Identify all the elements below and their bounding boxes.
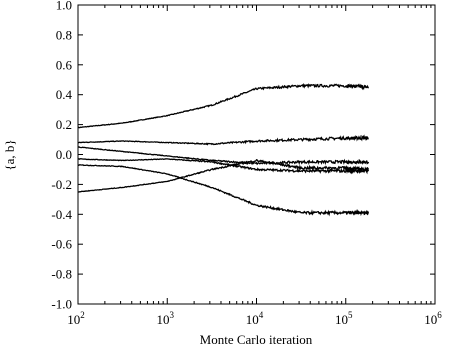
y-tick-label: 0.2 [56,117,72,132]
x-tick-label: 106 [424,310,442,327]
x-tick-exponent: 6 [437,310,442,320]
x-axis: 102 103 104 105 106 [67,5,442,327]
x-tick-label: 103 [157,310,175,327]
series-line-2 [77,134,369,146]
x-tick-label: 105 [335,310,353,327]
x-tick-label: 102 [67,310,85,327]
y-tick-label: -0.6 [51,237,72,252]
x-tick-exponent: 4 [259,310,264,320]
series-line-1 [77,82,370,129]
x-tick-exponent: 3 [170,310,175,320]
series-group [77,82,370,217]
y-tick-label: -0.2 [51,177,72,192]
x-tick-base: 10 [67,312,80,327]
y-tick-label: 0.8 [56,27,72,42]
y-axis: -1.0 -0.8 -0.6 -0.4 -0.2 0.0 0.2 0.4 0.6 0.8 1.0 [51,0,435,312]
x-tick-base: 10 [246,312,259,327]
y-axis-label: {a, b} [2,139,17,170]
series-line-3 [77,146,370,166]
x-tick-base: 10 [424,312,437,327]
series-line-5 [77,164,370,217]
x-tick-base: 10 [335,312,348,327]
y-tick-label: -1.0 [51,297,72,312]
y-tick-label: 0.0 [56,147,72,162]
x-tick-label: 104 [246,310,264,327]
x-axis-label: Monte Carlo iteration [200,332,313,347]
x-tick-base: 10 [157,312,170,327]
series-line-6 [77,158,370,193]
plot-frame [77,4,436,305]
y-tick-label: 0.4 [56,87,73,102]
y-tick-label: 1.0 [56,0,72,13]
y-tick-label: -0.8 [51,267,72,282]
y-tick-label: -0.4 [51,207,72,222]
x-tick-exponent: 2 [80,310,85,320]
x-tick-exponent: 5 [348,310,353,320]
y-tick-label: 0.6 [56,57,73,72]
